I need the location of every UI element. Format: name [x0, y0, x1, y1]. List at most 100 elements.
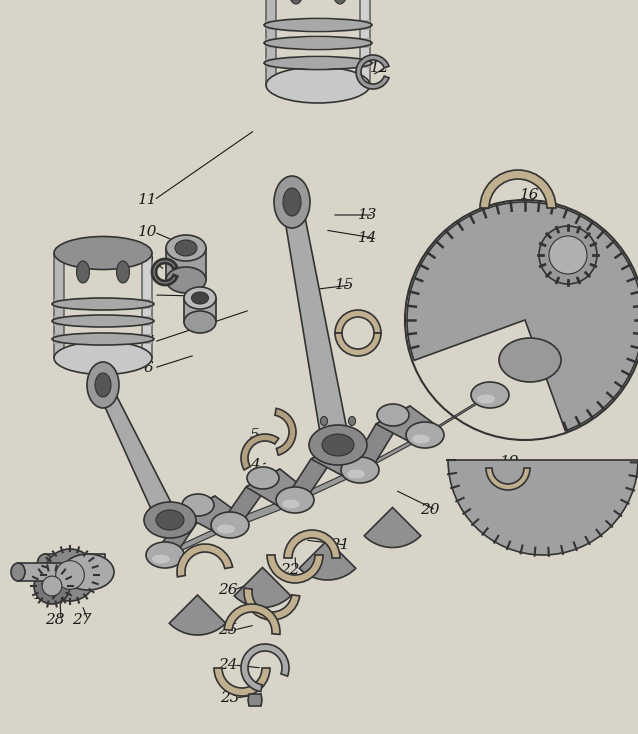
Wedge shape: [241, 434, 279, 470]
Text: 27: 27: [72, 613, 92, 627]
Ellipse shape: [54, 236, 152, 269]
Bar: [266, 38, 370, 48]
Ellipse shape: [217, 525, 235, 534]
Ellipse shape: [471, 382, 509, 408]
Circle shape: [42, 576, 62, 596]
Ellipse shape: [152, 554, 170, 564]
Polygon shape: [345, 406, 410, 477]
Wedge shape: [335, 333, 381, 356]
Ellipse shape: [377, 404, 409, 426]
Text: 24: 24: [218, 658, 238, 672]
Wedge shape: [480, 170, 556, 208]
Bar: [184, 298, 216, 322]
Ellipse shape: [322, 434, 354, 456]
Polygon shape: [95, 385, 180, 520]
Text: 14: 14: [359, 231, 378, 245]
Text: 28: 28: [45, 613, 64, 627]
Text: 15: 15: [335, 278, 355, 292]
Text: 16: 16: [520, 188, 540, 202]
Ellipse shape: [175, 240, 197, 256]
Ellipse shape: [412, 435, 430, 443]
Text: 17: 17: [530, 221, 550, 235]
Text: 19: 19: [500, 455, 520, 469]
Bar: [18, 563, 73, 581]
Ellipse shape: [499, 338, 561, 382]
Wedge shape: [214, 668, 270, 696]
Ellipse shape: [266, 67, 370, 103]
Text: 3: 3: [73, 558, 83, 572]
Wedge shape: [335, 310, 381, 333]
Text: 11: 11: [138, 193, 158, 207]
Polygon shape: [246, 469, 310, 507]
Text: 13: 13: [359, 208, 378, 222]
Ellipse shape: [11, 563, 25, 581]
Polygon shape: [142, 253, 152, 358]
Ellipse shape: [182, 494, 214, 516]
Polygon shape: [266, 0, 276, 85]
Ellipse shape: [274, 176, 310, 228]
Text: 18: 18: [530, 248, 550, 262]
Wedge shape: [152, 259, 177, 285]
Ellipse shape: [87, 362, 119, 408]
Ellipse shape: [348, 416, 355, 426]
Wedge shape: [275, 408, 296, 455]
Text: 5: 5: [250, 428, 260, 442]
Ellipse shape: [62, 554, 114, 590]
Text: 8: 8: [143, 288, 153, 302]
Text: 22: 22: [280, 563, 300, 577]
Ellipse shape: [37, 554, 53, 576]
Circle shape: [34, 568, 70, 604]
Text: 26: 26: [218, 583, 238, 597]
Ellipse shape: [312, 439, 344, 461]
Ellipse shape: [347, 470, 365, 479]
Wedge shape: [364, 507, 421, 548]
Wedge shape: [284, 530, 340, 558]
Text: 2: 2: [50, 573, 60, 587]
Ellipse shape: [54, 341, 152, 374]
Wedge shape: [224, 604, 280, 634]
Bar: [54, 299, 152, 309]
Text: 9: 9: [143, 255, 153, 269]
Text: 21: 21: [330, 538, 350, 552]
Ellipse shape: [166, 235, 206, 261]
Circle shape: [44, 549, 96, 601]
Wedge shape: [177, 544, 233, 577]
Wedge shape: [234, 567, 291, 608]
Ellipse shape: [549, 236, 587, 274]
Ellipse shape: [309, 425, 367, 465]
Wedge shape: [267, 555, 323, 583]
Wedge shape: [169, 595, 226, 635]
Ellipse shape: [289, 0, 303, 4]
Ellipse shape: [477, 394, 495, 404]
Polygon shape: [215, 469, 280, 532]
Bar: [166, 248, 206, 280]
Text: 6: 6: [143, 361, 153, 375]
Text: 7: 7: [143, 335, 153, 349]
Ellipse shape: [166, 267, 206, 293]
Ellipse shape: [144, 502, 196, 538]
Polygon shape: [311, 441, 375, 477]
Ellipse shape: [282, 500, 300, 509]
Wedge shape: [407, 202, 638, 431]
Text: 1: 1: [33, 588, 43, 602]
Wedge shape: [356, 55, 389, 89]
Text: 4: 4: [250, 458, 260, 472]
Bar: [54, 316, 152, 326]
Wedge shape: [241, 644, 289, 691]
Ellipse shape: [146, 542, 184, 568]
Circle shape: [56, 561, 84, 589]
Ellipse shape: [77, 261, 89, 283]
Polygon shape: [360, 0, 370, 85]
Text: 25: 25: [218, 623, 238, 637]
Polygon shape: [248, 694, 262, 706]
Polygon shape: [280, 441, 345, 507]
Wedge shape: [244, 588, 300, 620]
Polygon shape: [217, 491, 308, 534]
Ellipse shape: [333, 0, 347, 4]
Ellipse shape: [184, 311, 216, 333]
Text: 20: 20: [420, 503, 440, 517]
Wedge shape: [486, 468, 530, 490]
Ellipse shape: [341, 457, 379, 483]
Wedge shape: [299, 540, 356, 580]
Ellipse shape: [276, 487, 314, 513]
